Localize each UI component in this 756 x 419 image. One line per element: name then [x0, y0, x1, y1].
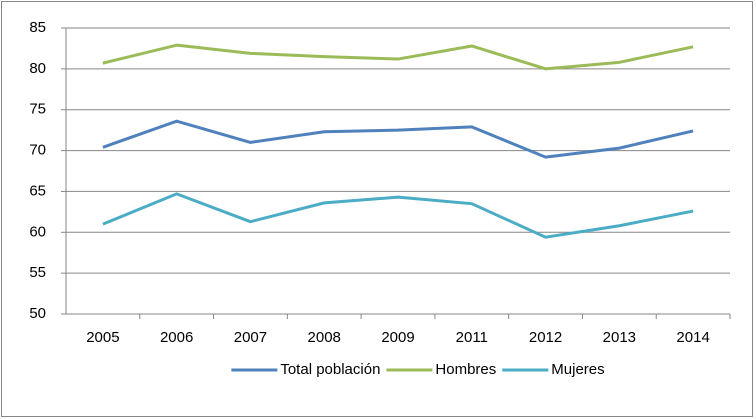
- y-tick-label: 55: [29, 264, 46, 281]
- y-tick-label: 50: [29, 305, 46, 322]
- x-tick-label: 2014: [676, 329, 709, 346]
- legend-label: Hombres: [435, 361, 496, 378]
- x-tick-label: 2012: [529, 329, 562, 346]
- legend-label: Mujeres: [551, 361, 604, 378]
- y-tick-label: 65: [29, 182, 46, 199]
- y-tick-label: 80: [29, 60, 46, 77]
- data-line: [102, 192, 694, 239]
- data-line: [102, 43, 694, 71]
- y-tick-label: 60: [29, 223, 46, 240]
- x-tick-label: 2008: [308, 329, 341, 346]
- legend-label: Total población: [280, 361, 380, 378]
- x-tick-label: 2011: [456, 329, 488, 346]
- x-tick-label: 2005: [86, 329, 119, 346]
- y-tick-label: 70: [29, 142, 46, 159]
- y-tick-label: 75: [29, 101, 46, 118]
- data-line: [102, 119, 694, 159]
- x-tick-label: 2006: [160, 329, 193, 346]
- x-tick-label: 2009: [381, 329, 414, 346]
- x-tick-label: 2013: [603, 329, 636, 346]
- y-tick-label: 85: [29, 19, 46, 36]
- x-tick-label: 2007: [234, 329, 267, 346]
